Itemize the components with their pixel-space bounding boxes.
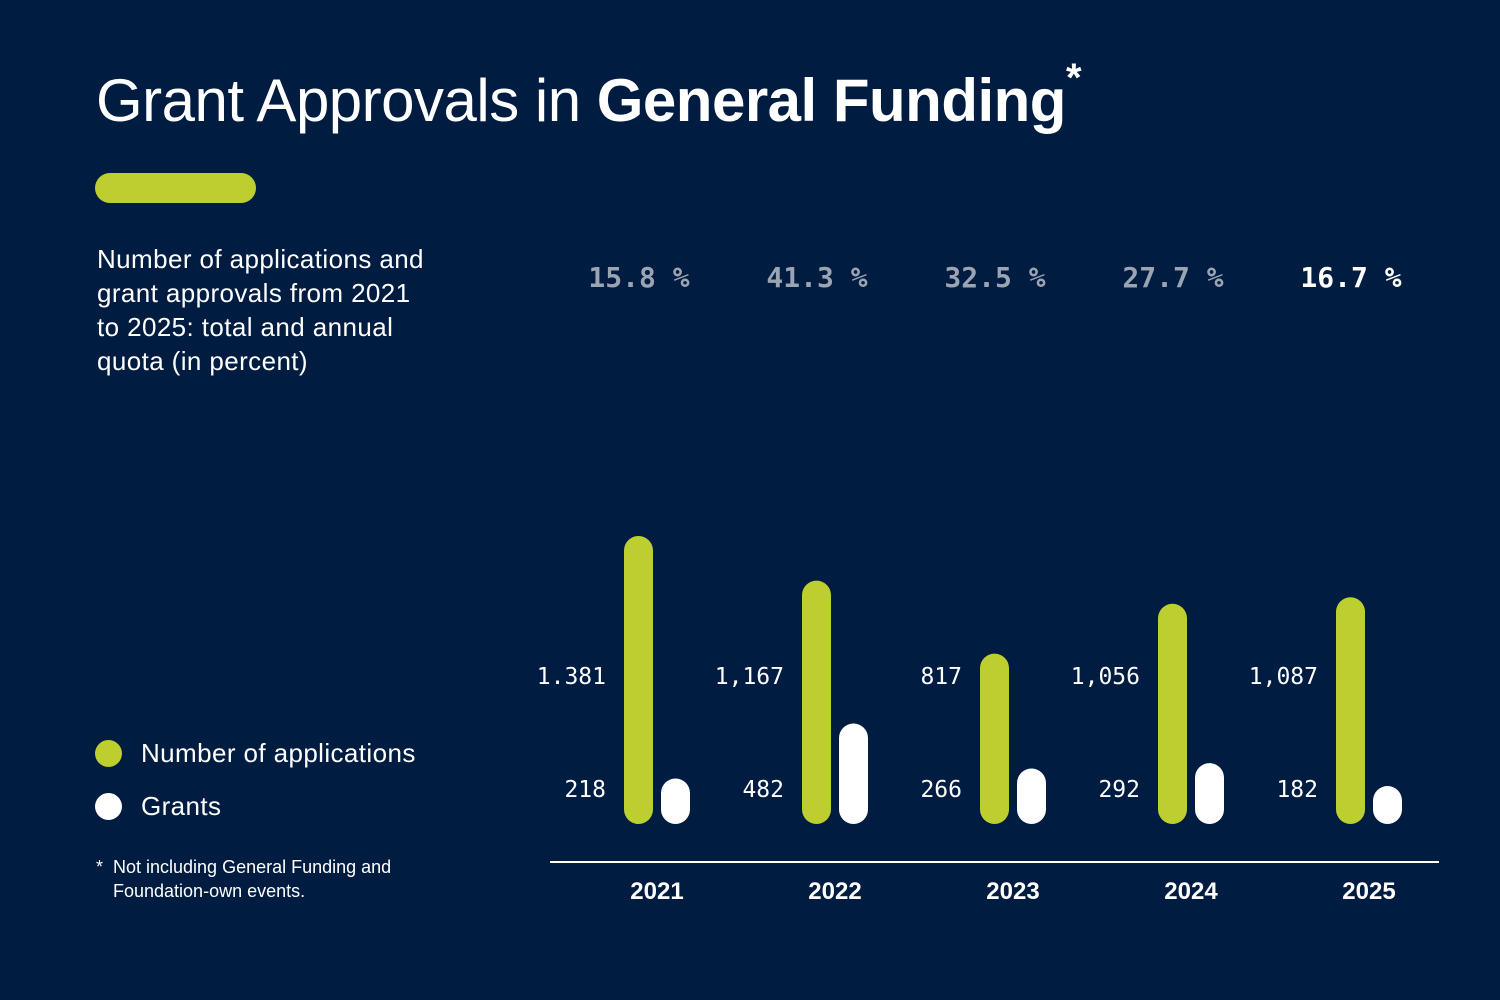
- bar-applications-2024: [1158, 603, 1187, 824]
- legend-item-applications: Number of applications: [95, 727, 416, 780]
- footnote-text: Not including General Funding and Founda…: [113, 857, 392, 901]
- x-tick-2024: 2024: [1164, 878, 1218, 905]
- label-applications-2022: 1,167: [715, 664, 784, 690]
- bar-applications-2021: [624, 535, 653, 824]
- bar-grants-2021: [661, 778, 690, 824]
- label-applications-2025: 1,087: [1249, 664, 1318, 690]
- bar-grants-2025: [1373, 786, 1402, 824]
- bar-applications-2025: [1336, 597, 1365, 824]
- chart-subtitle: Number of applications and grant approva…: [97, 244, 424, 376]
- bar-grants-2022: [839, 723, 868, 824]
- label-grants-2024: 292: [1098, 777, 1140, 803]
- title-bold: General Funding: [596, 67, 1067, 134]
- accent-bar: [95, 173, 256, 203]
- legend-swatch-applications: [95, 740, 122, 767]
- title-regular: Grant Approvals in: [96, 67, 597, 134]
- legend-item-grants: Grants: [95, 780, 416, 833]
- label-grants-2022: 482: [742, 777, 784, 803]
- x-tick-2025: 2025: [1342, 878, 1395, 905]
- legend-swatch-grants: [95, 793, 122, 820]
- x-tick-2023: 2023: [986, 878, 1039, 905]
- bar-grants-2023: [1017, 768, 1046, 824]
- legend: Number of applications Grants: [95, 727, 416, 833]
- footnote-mark: *: [96, 857, 104, 877]
- legend-label-applications: Number of applications: [141, 738, 416, 768]
- chart-title: Grant Approvals in General Funding*: [96, 58, 1082, 136]
- label-grants-2025: 182: [1276, 777, 1318, 803]
- bar-grants-2024: [1195, 763, 1224, 824]
- footnote: * Not including General Funding and Foun…: [96, 855, 416, 903]
- quota-2024: 27.7 %: [1122, 261, 1223, 294]
- label-grants-2023: 266: [920, 777, 962, 803]
- quota-2021: 15.8 %: [588, 261, 689, 294]
- bar-applications-2022: [802, 580, 831, 824]
- quota-2025: 16.7 %: [1300, 261, 1401, 294]
- quota-2022: 41.3 %: [766, 261, 867, 294]
- title-footnote-mark: *: [1065, 56, 1082, 100]
- quota-2023: 32.5 %: [944, 261, 1045, 294]
- label-applications-2021: 1.381: [537, 664, 606, 690]
- label-applications-2024: 1,056: [1071, 664, 1140, 690]
- label-applications-2023: 817: [920, 664, 962, 690]
- label-grants-2021: 218: [564, 777, 606, 803]
- legend-label-grants: Grants: [141, 791, 222, 821]
- bar-applications-2023: [980, 653, 1009, 824]
- x-tick-2021: 2021: [630, 878, 683, 905]
- x-tick-2022: 2022: [808, 878, 861, 905]
